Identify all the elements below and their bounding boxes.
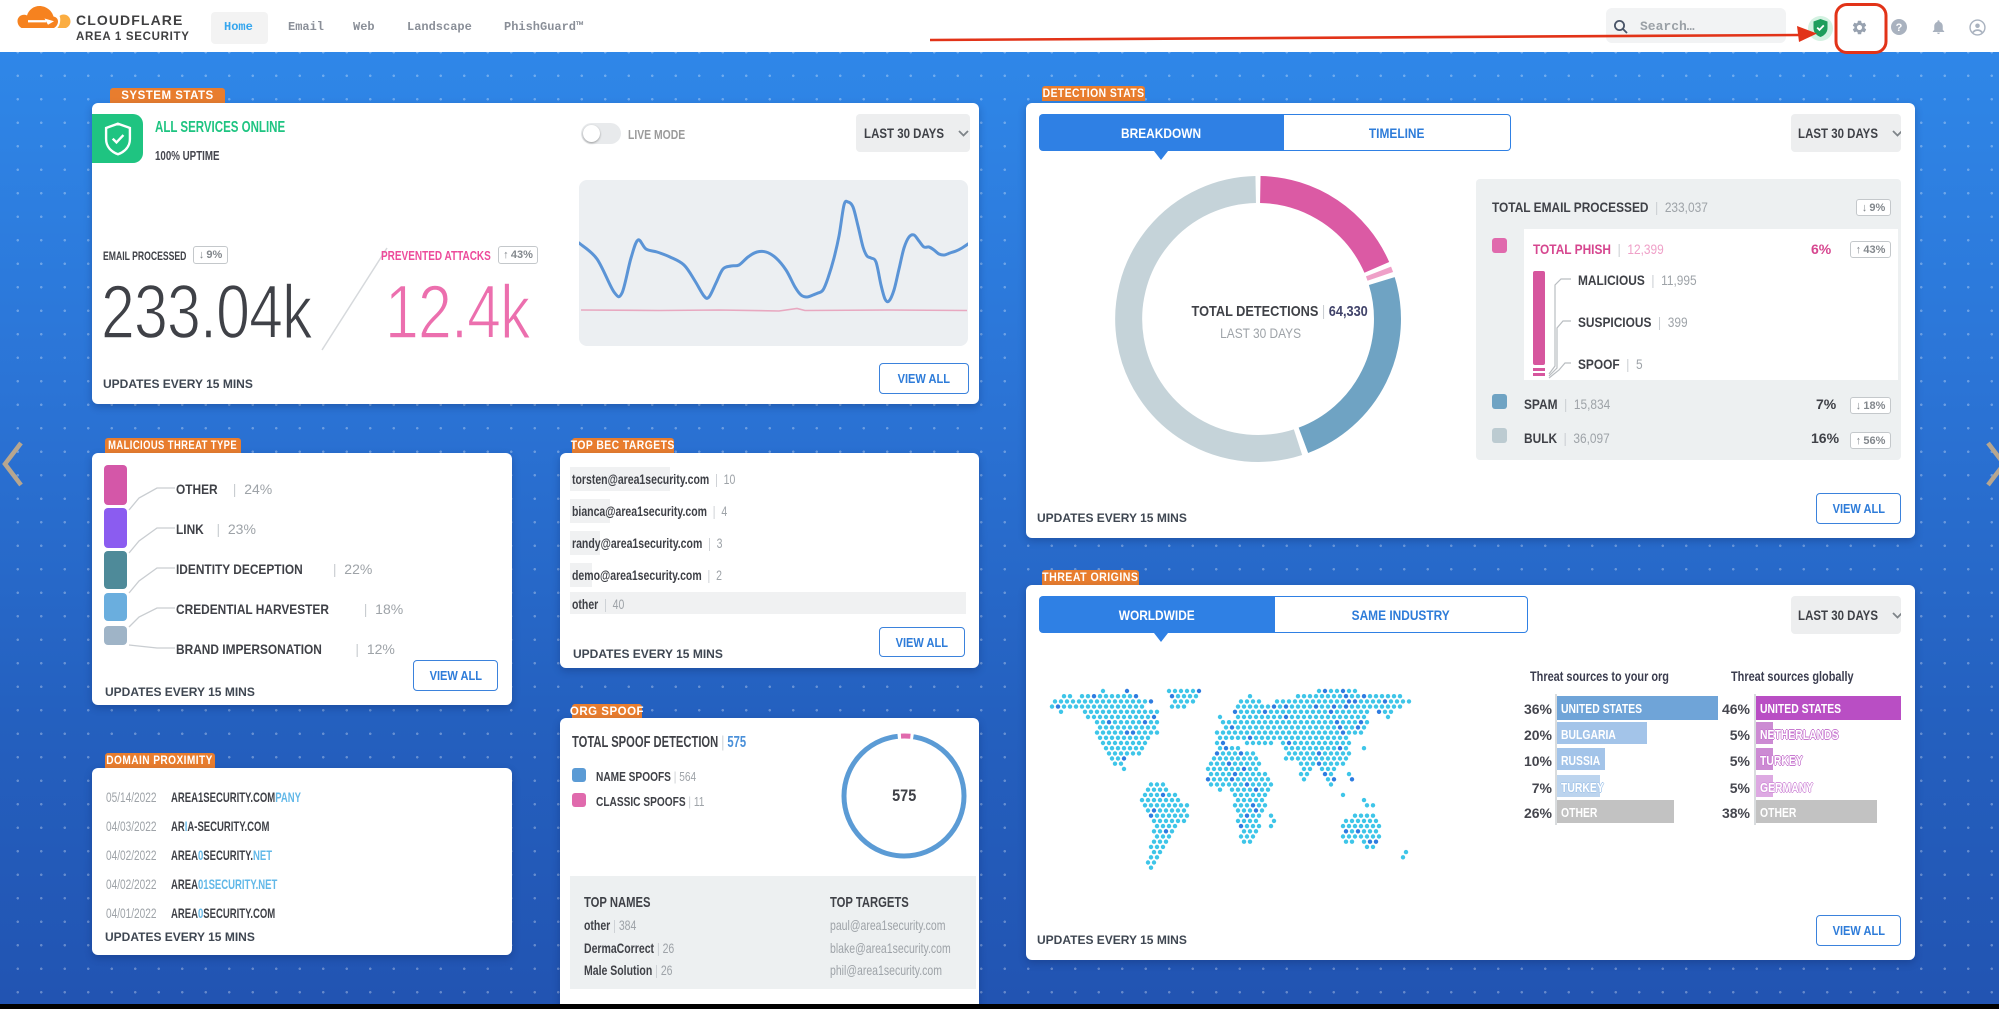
svg-text:?: ? xyxy=(1896,22,1903,34)
